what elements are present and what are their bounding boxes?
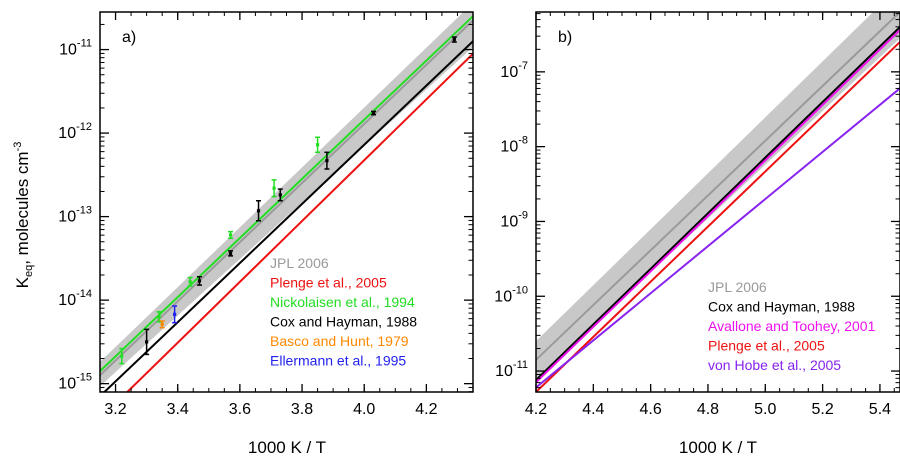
a-legend-basco-and-hunt-1979: Basco and Hunt, 1979 [270,333,409,349]
panel-b-ticks: 4.2 4.4 4.6 4.8 5.0 5.2 5.4 10-11 10-10 10-9 10-8 1… [494,12,900,418]
y-axis-title-sup: -3 [12,142,24,152]
a-legend-cox-and-hayman-1988: Cox and Hayman, 1988 [270,314,417,330]
y-axis-title: Keq, molecules cm-3 [12,142,35,289]
panel-b: 4.2 4.4 4.6 4.8 5.0 5.2 5.4 10-11 10-10 10-9 10-8 1… [494,11,900,457]
b-legend-cox-and-hayman-1988: Cox and Hayman, 1988 [708,299,855,315]
a-y-tick-label: 10-12 [58,121,92,142]
panel-a-label: a) [122,29,136,46]
panel-b-series-lines [536,12,900,392]
a-line-plenge-et-al-2005 [125,53,473,392]
b-legend-avallone-and-toohey-2001: Avallone and Toohey, 2001 [708,318,876,334]
a-point-nickolaisen-et-al-1994-3 [228,230,234,240]
b-x-tick-label: 4.6 [640,401,662,418]
panel-b-legend: JPL 2006 Cox and Hayman, 1988 Avallone and… [708,279,876,373]
a-point-nickolaisen-et-al-1994-5 [315,136,321,154]
a-point-cox-and-hayman-1988-10 [277,188,283,202]
b-x-tick-label: 4.2 [525,401,547,418]
a-point-nickolaisen-et-al-1994-4 [271,179,277,198]
a-y-tick-label: 10-15 [58,372,92,393]
b-line-von-hobe-et-al-2005 [536,87,900,389]
y-axis-title-main: K [13,276,32,288]
a-point-basco-and-hunt-1979-14 [159,320,165,329]
panel-a-ticks: 3.2 3.4 3.6 3.8 4.0 4.2 10-15 10-14 10-13 10-12 10… [58,12,474,418]
a-point-cox-and-hayman-1988-9 [256,199,262,222]
a-x-tick-label: 3.4 [167,401,189,418]
b-line-avallone-and-toohey-2001 [536,29,900,383]
panel-a-series-lines [100,15,473,392]
a-x-tick-label: 3.2 [104,401,126,418]
b-x-tick-label: 4.4 [582,401,604,418]
a-x-tick-label: 4.0 [353,401,375,418]
panel-b-label: b) [558,29,572,46]
a-line-cox-and-hayman-1988 [102,40,473,392]
a-point-nickolaisen-et-al-1994-0 [119,347,125,365]
b-line-plenge-et-al-2005 [536,41,900,392]
a-legend-ellermann-et-al-1995: Ellermann et al., 1995 [270,353,406,369]
a-line-nickolaisen-et-al-1994 [100,15,473,372]
b-line-cox-and-hayman-1988 [536,26,900,381]
b-x-tick-label: 5.4 [869,401,891,418]
a-point-cox-and-hayman-1988-6 [144,328,150,356]
panel-a-legend: JPL 2006 Plenge et al., 2005 Nickolaisen e… [270,255,417,369]
a-y-tick-label: 10-11 [59,38,92,59]
b-y-tick-label: 10-8 [500,135,528,156]
y-axis-title-sub: eq [23,265,35,277]
b-legend-von-hobe-et-al-2005: von Hobe et al., 2005 [708,357,841,373]
b-y-tick-label: 10-11 [495,359,528,380]
a-line-jpl-2006 [100,19,473,377]
a-x-tick-label: 3.8 [291,401,313,418]
a-point-ellermann-et-al-1995-15 [172,305,178,324]
b-x-tick-label: 5.0 [754,401,776,418]
a-y-tick-label: 10-14 [58,288,92,309]
b-legend-jpl-2006: JPL 2006 [708,279,767,295]
panel-a-data-points [119,36,457,365]
b-y-tick-label: 10-7 [500,60,528,81]
a-legend-nickolaisen-et-al-1994: Nickolaisen et al., 1994 [270,294,415,310]
a-x-tick-label: 3.6 [229,401,251,418]
a-legend-plenge-et-al-2005: Plenge et al., 2005 [270,275,387,291]
a-point-cox-and-hayman-1988-11 [324,151,330,170]
panel-b-jpl-band [536,12,900,381]
panel-a: 3.2 3.4 3.6 3.8 4.0 4.2 10-15 10-14 10-13 10-12 10… [58,11,474,457]
a-x-tick-label: 4.2 [415,401,437,418]
panel-b-frame [535,11,900,393]
b-y-tick-label: 10-10 [494,284,528,305]
panel-b-x-axis-title: 1000 K / T [679,438,757,457]
a-point-cox-and-hayman-1988-7 [196,275,202,286]
b-y-tick-label: 10-9 [500,209,528,230]
b-line-jpl-2006 [536,12,900,361]
b-legend-plenge-et-al-2005: Plenge et al., 2005 [708,338,825,354]
b-x-tick-label: 4.8 [697,401,719,418]
y-axis-title-rest: , molecules cm [13,151,32,264]
a-point-nickolaisen-et-al-1994-1 [156,311,162,323]
a-point-cox-and-hayman-1988-8 [228,250,234,257]
a-legend-jpl-2006: JPL 2006 [270,255,329,271]
a-point-cox-and-hayman-1988-13 [451,36,457,43]
a-point-cox-and-hayman-1988-12 [371,110,377,116]
panel-a-x-axis-title: 1000 K / T [248,438,326,457]
b-x-tick-label: 5.2 [811,401,833,418]
a-y-tick-label: 10-13 [58,205,92,226]
a-point-nickolaisen-et-al-1994-2 [187,276,193,287]
